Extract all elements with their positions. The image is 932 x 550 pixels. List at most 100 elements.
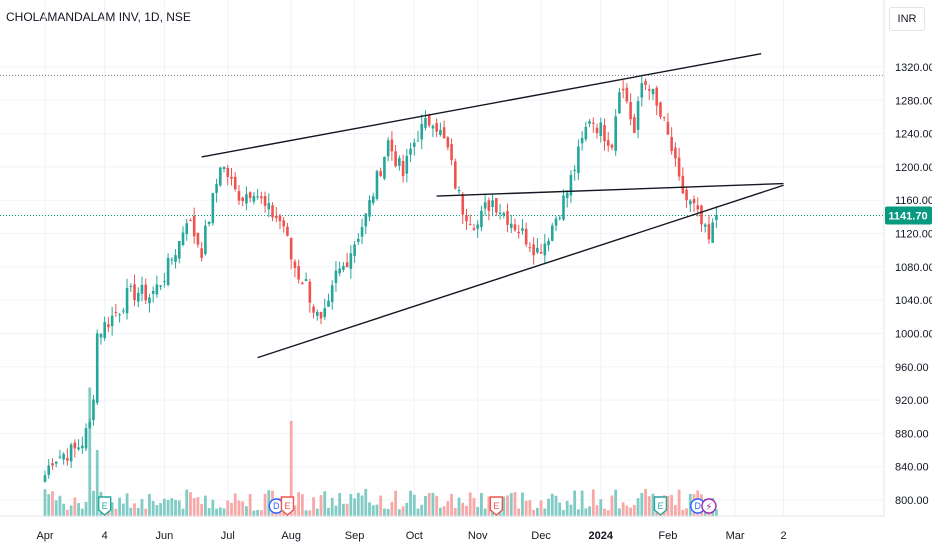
- candle-body: [274, 215, 278, 219]
- volume-bar: [58, 495, 62, 517]
- volume-bar: [588, 506, 591, 517]
- volume-bar: [409, 490, 412, 517]
- candle-body: [573, 169, 576, 171]
- currency-selector[interactable]: INR: [889, 7, 925, 31]
- candle-body: [166, 257, 170, 285]
- candle-body: [696, 205, 700, 210]
- volume-bar: [636, 498, 640, 517]
- candle-body: [66, 458, 69, 461]
- volume-bar: [580, 490, 584, 517]
- volume-bar: [610, 495, 614, 517]
- candle-body: [506, 211, 509, 225]
- earnings-glyph: E: [493, 501, 499, 511]
- volume-bar: [230, 502, 233, 517]
- price-axis[interactable]: 800.00 840.00 880.00 920.00 960.00 1000.00 104…: [883, 0, 932, 516]
- price-tick-label: 1000.00: [895, 328, 932, 340]
- time-axis[interactable]: Apr 4 Jun Jul Aug Sep Oct Nov Dec 2024 Feb Mar 2: [0, 515, 884, 542]
- candle-body: [144, 284, 148, 301]
- candle-body: [550, 225, 554, 241]
- candle-body: [614, 116, 617, 151]
- candle-body: [427, 114, 431, 126]
- candle-body: [267, 202, 271, 210]
- volume-bar: [401, 506, 405, 517]
- symbol-title: CHOLAMANDALAM INV, 1D, NSE: [6, 10, 191, 24]
- volume-bar: [200, 504, 204, 517]
- volume-bar: [319, 495, 323, 517]
- earnings-icon: [280, 496, 295, 516]
- volume-bar: [218, 507, 222, 517]
- candle-body: [498, 212, 502, 214]
- candle-body: [114, 311, 118, 313]
- trendline-middle: [436, 182, 784, 197]
- volume-bar: [248, 493, 252, 517]
- candle-body: [599, 122, 603, 136]
- candle-body: [371, 196, 375, 203]
- price-tick-label: 800.00: [895, 495, 929, 507]
- candle-body: [118, 314, 121, 316]
- volume-bar: [547, 498, 550, 517]
- volume-bar: [386, 508, 390, 517]
- event-earnings: E: [97, 496, 112, 516]
- candle-body: [334, 270, 338, 283]
- volume-bar: [599, 499, 603, 517]
- candle-body: [487, 200, 491, 211]
- volume-bar: [170, 498, 174, 517]
- event-split: ⚡: [701, 498, 717, 514]
- candle-body: [271, 205, 274, 218]
- volume-bar: [412, 494, 416, 517]
- candle-body: [289, 237, 293, 260]
- volume-bar: [625, 505, 629, 517]
- volume-bar: [685, 508, 688, 517]
- volume-bar: [576, 509, 580, 517]
- volume-bar: [323, 491, 327, 517]
- candle-body: [278, 215, 282, 222]
- candle-body: [569, 175, 573, 196]
- volume-bar: [651, 493, 655, 517]
- volume-bar: [338, 493, 342, 517]
- trendlines[interactable]: [201, 52, 784, 359]
- event-earnings: E: [489, 496, 504, 516]
- volume-bar: [715, 509, 718, 517]
- candle-body: [424, 118, 427, 128]
- price-tick-label: 1080.00: [895, 262, 932, 274]
- candle-body: [140, 284, 144, 294]
- candle-body: [577, 146, 580, 174]
- volume-bar: [315, 508, 319, 517]
- last-price-label: 1141.70: [885, 206, 932, 225]
- volume-bar: [677, 489, 681, 517]
- price-tick-label: 1240.00: [895, 129, 932, 141]
- price-tick-label: 1280.00: [895, 95, 932, 107]
- candle-body: [357, 238, 360, 242]
- candle-body: [483, 202, 487, 209]
- volume-bar: [539, 500, 543, 517]
- event-earnings: E: [653, 496, 668, 516]
- candle-body: [282, 220, 286, 227]
- candle-body: [528, 247, 532, 249]
- candle-body: [662, 116, 666, 118]
- candle-body: [454, 161, 457, 189]
- volume-bar: [438, 507, 442, 517]
- candle-body: [465, 215, 468, 222]
- volume-bar: [506, 495, 509, 517]
- event-markers[interactable]: E D E E E D ⚡: [97, 496, 717, 516]
- candle-body: [215, 184, 218, 193]
- volume-bar: [450, 493, 453, 517]
- candle-body: [77, 447, 80, 450]
- candle-body: [319, 311, 323, 319]
- earnings-icon: [489, 496, 504, 516]
- volume-bar: [196, 497, 200, 517]
- candle-body: [330, 285, 334, 303]
- volume-bar: [606, 510, 610, 517]
- candle-body: [151, 290, 155, 294]
- candle-body: [84, 428, 88, 449]
- volume-bar: [603, 508, 606, 517]
- volume-bar: [185, 489, 189, 517]
- candle-body: [711, 222, 714, 243]
- volume-bar: [233, 493, 237, 517]
- volume-bar: [118, 497, 121, 517]
- candle-body: [647, 89, 651, 91]
- volume-bar: [162, 498, 166, 517]
- candle-body: [450, 143, 453, 161]
- candle-body: [136, 292, 140, 302]
